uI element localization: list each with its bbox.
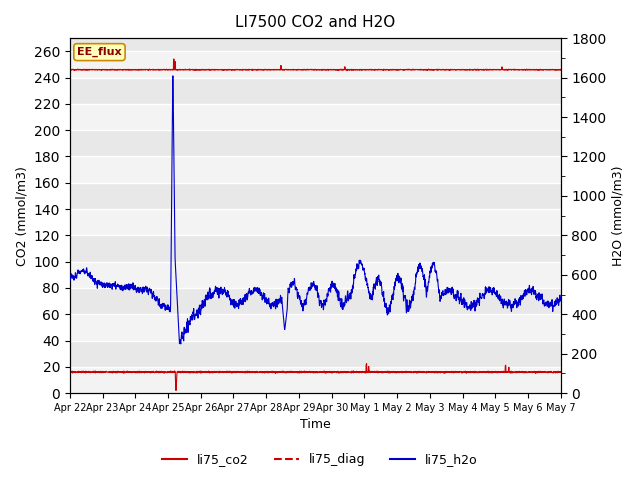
Legend: li75_co2, li75_diag, li75_h2o: li75_co2, li75_diag, li75_h2o xyxy=(157,448,483,471)
Bar xyxy=(70,104,561,130)
Bar xyxy=(70,367,561,393)
Bar xyxy=(70,156,561,183)
Text: EE_flux: EE_flux xyxy=(77,47,122,57)
Bar xyxy=(70,183,561,209)
Bar xyxy=(70,130,561,156)
Bar xyxy=(70,209,561,235)
Bar xyxy=(70,235,561,262)
Bar xyxy=(70,51,561,78)
Bar xyxy=(70,314,561,340)
Y-axis label: CO2 (mmol/m3): CO2 (mmol/m3) xyxy=(15,166,28,265)
Y-axis label: H2O (mmol/m3): H2O (mmol/m3) xyxy=(612,166,625,266)
Bar xyxy=(70,288,561,314)
Bar xyxy=(70,340,561,367)
X-axis label: Time: Time xyxy=(300,419,331,432)
Bar xyxy=(70,262,561,288)
Bar xyxy=(70,78,561,104)
Title: LI7500 CO2 and H2O: LI7500 CO2 and H2O xyxy=(235,15,396,30)
